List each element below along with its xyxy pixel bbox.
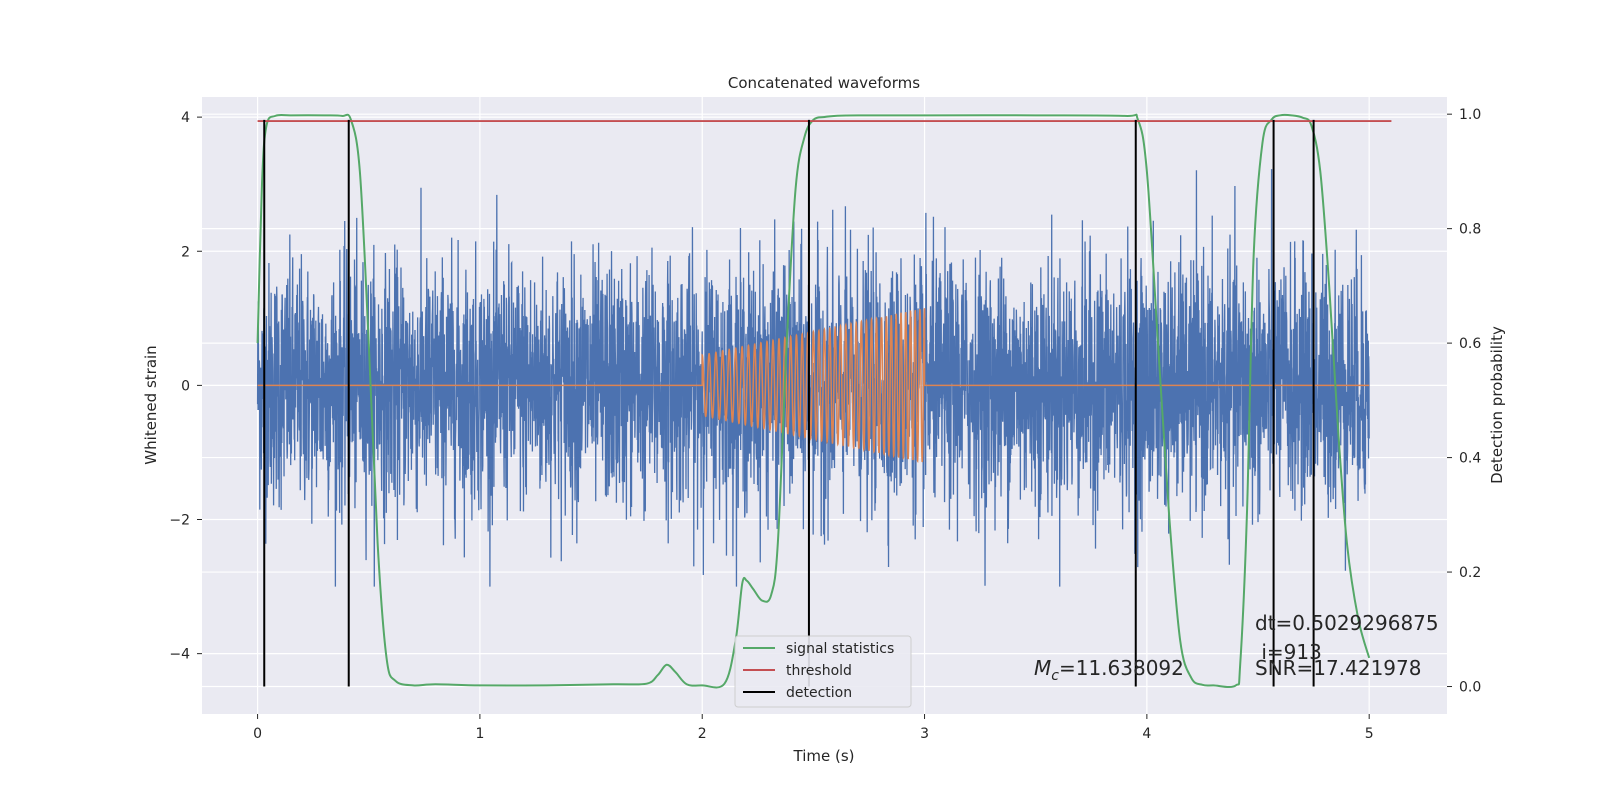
y-tick-label: 4: [181, 110, 190, 126]
x-tick-label: 3: [920, 726, 929, 742]
legend-label-threshold: threshold: [786, 663, 852, 679]
y-tick-label: 2: [181, 244, 190, 260]
chart-title: Concatenated waveforms: [728, 74, 920, 92]
x-tick-label: 5: [1365, 726, 1374, 742]
annotation-snr: SNR=17.421978: [1255, 656, 1421, 680]
annotation-mc-value: =11.638092: [1059, 656, 1184, 680]
annotation-dt: dt=0.5029296875: [1255, 611, 1439, 635]
series-strain-line: [256, 169, 1370, 587]
y2-tick-label: 0.8: [1459, 222, 1481, 238]
y2-axis-label: Detection probability: [1488, 326, 1506, 484]
y-tick-label: −2: [169, 513, 190, 529]
y2-tick-label: 0.2: [1459, 565, 1481, 581]
y-tick-label: −4: [169, 647, 190, 663]
y2-tick-label: 0.6: [1459, 336, 1481, 352]
y2-tick-label: 1.0: [1459, 107, 1481, 123]
axes-layer: 0 1 2 3 4 5 −4 −2 0 2 4 0.0 0.2 0.4 0.6 0.8 1.0: [169, 107, 1481, 742]
x-axis-label: Time (s): [793, 747, 855, 765]
legend-label-detection: detection: [786, 685, 852, 701]
annotation-i: i=913: [1255, 640, 1322, 664]
annotation-mc-symbol: M: [1034, 656, 1051, 680]
y-tick-label: 0: [181, 378, 190, 394]
annotation-chirp-mass: Mc=11.638092: [1034, 656, 1184, 684]
y2-tick-label: 0.0: [1459, 680, 1481, 696]
x-tick-label: 0: [253, 726, 262, 742]
x-tick-label: 4: [1142, 726, 1151, 742]
y-axis-label: Whitened strain: [142, 345, 160, 464]
series-waveform-line: [257, 308, 1370, 464]
legend-label-signal-statistics: signal statistics: [786, 641, 894, 657]
series-signal-statistics-line: [256, 113, 1371, 689]
y2-tick-label: 0.4: [1459, 451, 1481, 467]
legend-box: [734, 635, 912, 708]
annotation-mc-subscript: c: [1051, 668, 1059, 684]
x-tick-label: 2: [698, 726, 707, 742]
legend: signal statistics threshold detection: [734, 635, 912, 708]
series-layer: [256, 113, 1392, 689]
x-tick-label: 1: [475, 726, 484, 742]
